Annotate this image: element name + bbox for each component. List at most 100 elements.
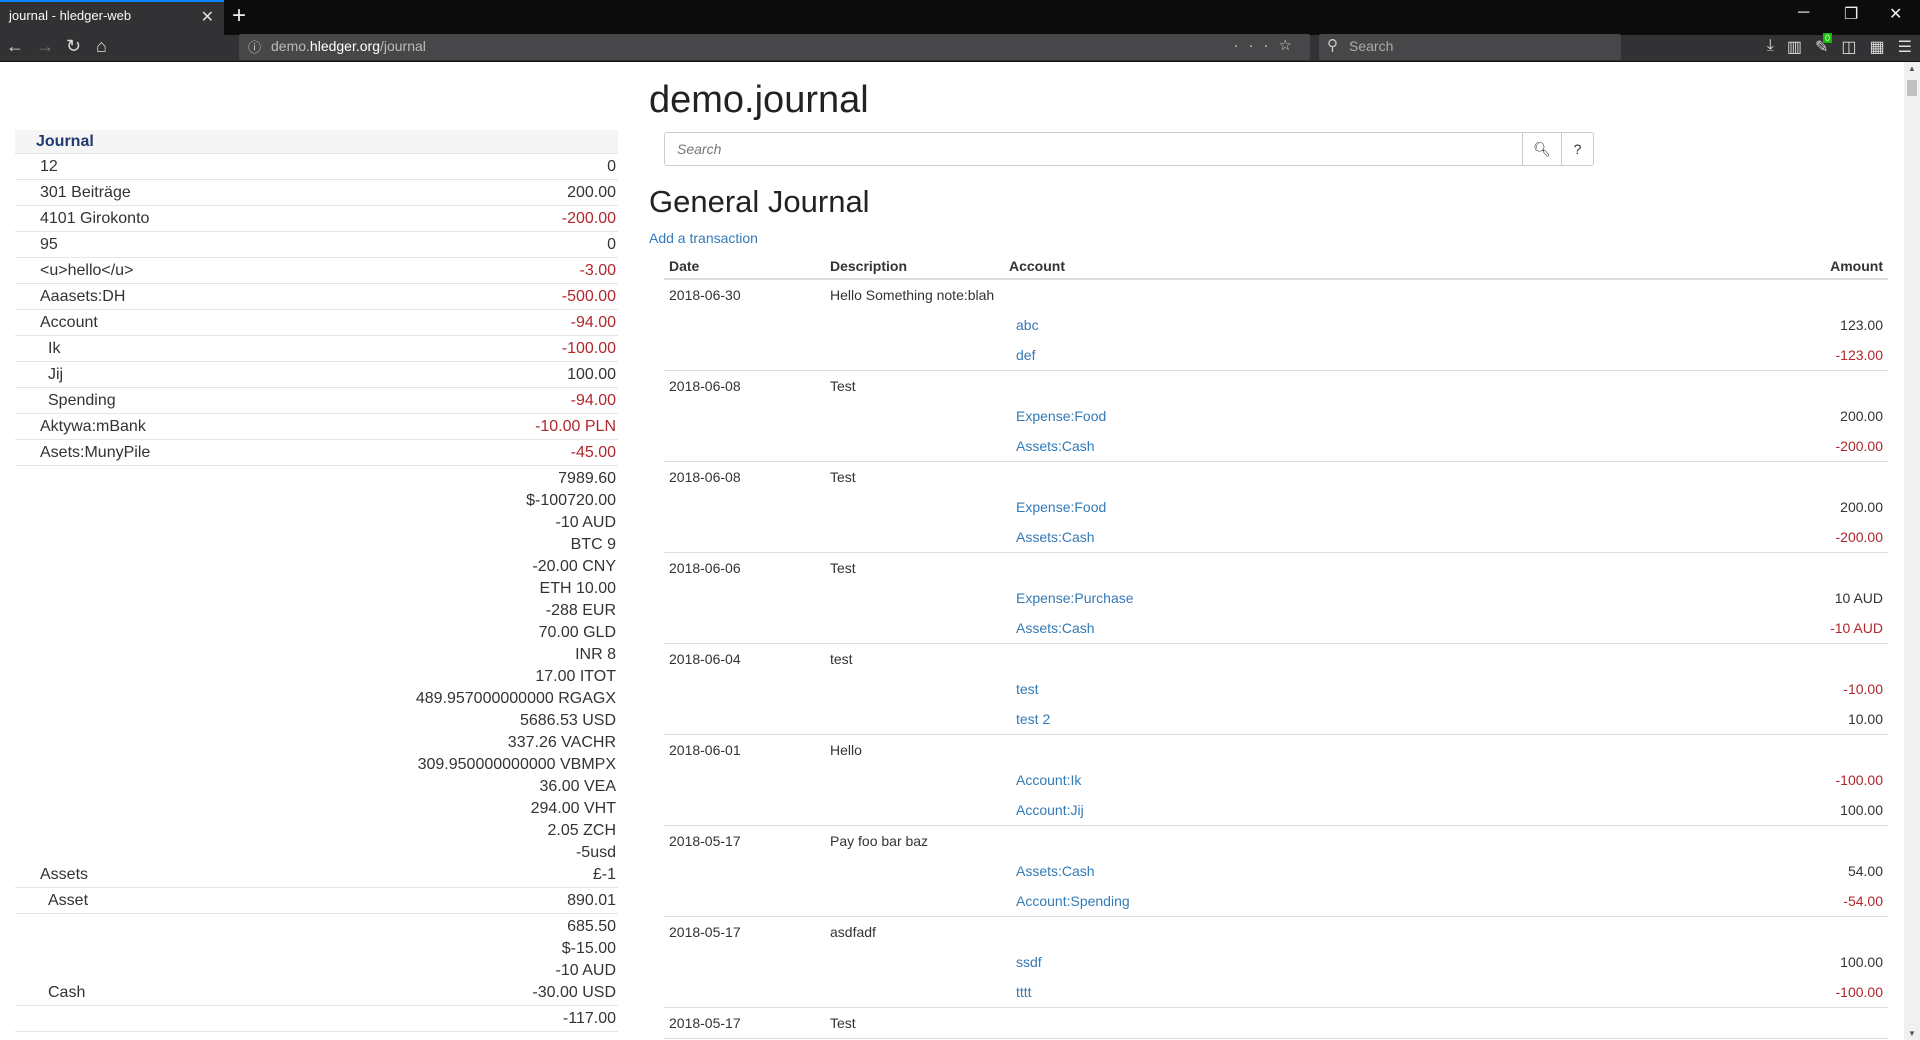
posting-account-link[interactable]: Assets:Cash <box>1016 863 1095 879</box>
account-name[interactable]: 301 Beiträge <box>40 184 131 201</box>
transaction-description: Hello Something note:blah <box>830 287 995 303</box>
extension-icon[interactable]: ✎ 0 <box>1815 33 1833 56</box>
menu-icon[interactable]: ☰ <box>1897 39 1912 56</box>
info-icon[interactable]: ⓘ <box>248 40 262 55</box>
sidebar-journal-link[interactable]: Journal <box>15 130 618 154</box>
posting-account-link[interactable]: Account:Spending <box>1016 893 1130 909</box>
new-tab-icon[interactable]: + <box>232 2 247 29</box>
help-button[interactable]: ? <box>1561 133 1593 165</box>
posting-account-link[interactable]: test <box>1016 681 1039 697</box>
sidebar-account-row: Account -94.00 <box>15 310 618 336</box>
posting-row: abc 123.00 <box>664 310 1888 340</box>
search-button[interactable]: 🔍︎ <box>1522 133 1561 165</box>
web-search-input[interactable]: ⚲ Search <box>1319 34 1621 60</box>
sidebar-account-row: <u>hello</u> -3.00 <box>15 258 618 284</box>
balance-amount: -288 EUR <box>545 602 616 619</box>
back-icon[interactable]: ← <box>6 36 24 56</box>
transaction-row: 2018-06-01 Hello Account:Ik -100.00 Account:… <box>664 735 1888 826</box>
search-input[interactable] <box>665 133 1522 165</box>
bookmark-star-icon[interactable]: ☆ <box>1278 37 1302 54</box>
close-window-icon[interactable]: ✕ <box>1889 6 1903 23</box>
posting-row: ssdf 100.00 <box>664 947 1888 977</box>
account-name[interactable]: 4101 Girokonto <box>40 210 150 227</box>
posting-row: Assets:Cash -200.00 <box>664 522 1888 552</box>
home-icon[interactable]: ⌂ <box>96 36 107 56</box>
posting-account-link[interactable]: tttt <box>1016 984 1032 1000</box>
posting-account-link[interactable]: test 2 <box>1016 711 1051 727</box>
posting-account-link[interactable]: Assets:Cash <box>1016 620 1095 636</box>
posting-account-link[interactable]: ssdf <box>1016 954 1042 970</box>
search-icon: 🔍︎ <box>1533 140 1551 157</box>
transaction-header: 2018-06-08 Test <box>664 371 1888 401</box>
balance-amount: 2.05 ZCH <box>547 822 616 839</box>
library-icon[interactable]: ▥ <box>1786 39 1802 56</box>
posting-account-link[interactable]: Expense:Food <box>1016 499 1107 515</box>
sidebar-icon[interactable]: ◫ <box>1841 39 1857 56</box>
posting-account-cell: ssdf <box>1009 954 1688 970</box>
download-icon[interactable]: ⤓ <box>1766 37 1774 54</box>
close-tab-icon[interactable]: ✕ <box>200 9 214 26</box>
sidebar-account-row: -117.00 <box>15 1006 618 1032</box>
posting-account-link[interactable]: Account:Jij <box>1016 802 1084 818</box>
balance-amount: INR 8 <box>575 646 616 663</box>
account-name[interactable]: Jij <box>48 366 64 383</box>
balance-amount: 200.00 <box>567 184 616 201</box>
transaction-row: 2018-06-04 test test -10.00 test 2 10.00 <box>664 644 1888 735</box>
posting-account-link[interactable]: Expense:Purchase <box>1016 590 1134 606</box>
posting-account-cell: Assets:Cash <box>1009 438 1688 454</box>
balance-amount: 0 <box>607 158 616 175</box>
scrollbar[interactable]: ▲ ▼ <box>1904 62 1920 1040</box>
account-name[interactable]: Asset <box>48 892 89 909</box>
add-transaction-link[interactable]: Add a transaction <box>649 230 758 246</box>
balance-amount: -10 AUD <box>555 514 616 531</box>
posting-account-link[interactable]: Expense:Food <box>1016 408 1107 424</box>
url-path: /journal <box>379 38 426 54</box>
url-bar[interactable]: ⓘ demo.hledger.org/journal ···☆ <box>239 34 1310 60</box>
account-name[interactable]: Spending <box>48 392 116 409</box>
account-name[interactable]: Aktywa:mBank <box>40 418 146 435</box>
posting-account-cell: test 2 <box>1009 711 1688 727</box>
posting-account-cell: Expense:Food <box>1009 499 1688 515</box>
transaction-date: 2018-06-01 <box>669 742 741 758</box>
account-name[interactable]: Assets <box>40 866 89 883</box>
page-title[interactable]: demo.journal <box>649 79 869 121</box>
forward-icon[interactable]: → <box>36 36 54 56</box>
col-amount: Amount <box>1830 258 1883 274</box>
posting-account-link[interactable]: def <box>1016 347 1036 363</box>
minimize-icon[interactable]: ─ <box>1798 4 1810 21</box>
balance-amount: 890.01 <box>567 892 616 909</box>
page-actions-icon[interactable]: ··· <box>1233 37 1279 54</box>
posting-row: Assets:Cash 54.00 <box>664 856 1888 886</box>
posting-amount: -123.00 <box>1835 347 1883 363</box>
scrollbar-thumb[interactable] <box>1907 80 1917 96</box>
account-name[interactable]: Aaasets:DH <box>40 288 126 305</box>
containers-icon[interactable]: ▦ <box>1869 39 1885 56</box>
account-balance: 890.01 <box>567 890 616 912</box>
transaction-row: 2018-06-08 Test Expense:Food 200.00 Assets:C… <box>664 462 1888 553</box>
account-name[interactable]: Cash <box>48 984 86 1001</box>
posting-account-link[interactable]: Assets:Cash <box>1016 529 1095 545</box>
balance-amount: 294.00 VHT <box>530 800 616 817</box>
restore-icon[interactable]: ❐ <box>1844 6 1859 23</box>
balance-amount: -117.00 <box>562 1010 616 1027</box>
sidebar-account-row: Jij 100.00 <box>15 362 618 388</box>
browser-tab[interactable]: journal - hledger-web ✕ <box>0 0 224 35</box>
account-balance: -100.00 <box>562 338 616 360</box>
account-name[interactable]: <u>hello</u> <box>40 262 134 279</box>
transaction-date: 2018-05-17 <box>669 1015 741 1031</box>
sidebar-account-row: Aaasets:DH -500.00 <box>15 284 618 310</box>
reload-icon[interactable]: ↻ <box>66 36 82 56</box>
account-name[interactable]: 12 <box>40 158 58 175</box>
posting-amount: -10 AUD <box>1830 620 1883 636</box>
posting-account-cell: Assets:Cash <box>1009 620 1688 636</box>
posting-account-link[interactable]: Account:Ik <box>1016 772 1082 788</box>
account-name[interactable]: Ik <box>48 340 61 357</box>
posting-account-link[interactable]: abc <box>1016 317 1039 333</box>
account-name[interactable]: 95 <box>40 236 58 253</box>
transaction-row: 2018-06-30 Hello Something note:blah abc 12… <box>664 280 1888 371</box>
transaction-date: 2018-05-17 <box>669 924 741 940</box>
posting-account-link[interactable]: Assets:Cash <box>1016 438 1095 454</box>
account-name[interactable]: Account <box>40 314 98 331</box>
account-balance: -45.00 <box>571 442 616 464</box>
account-name[interactable]: Asets:MunyPile <box>40 444 151 461</box>
